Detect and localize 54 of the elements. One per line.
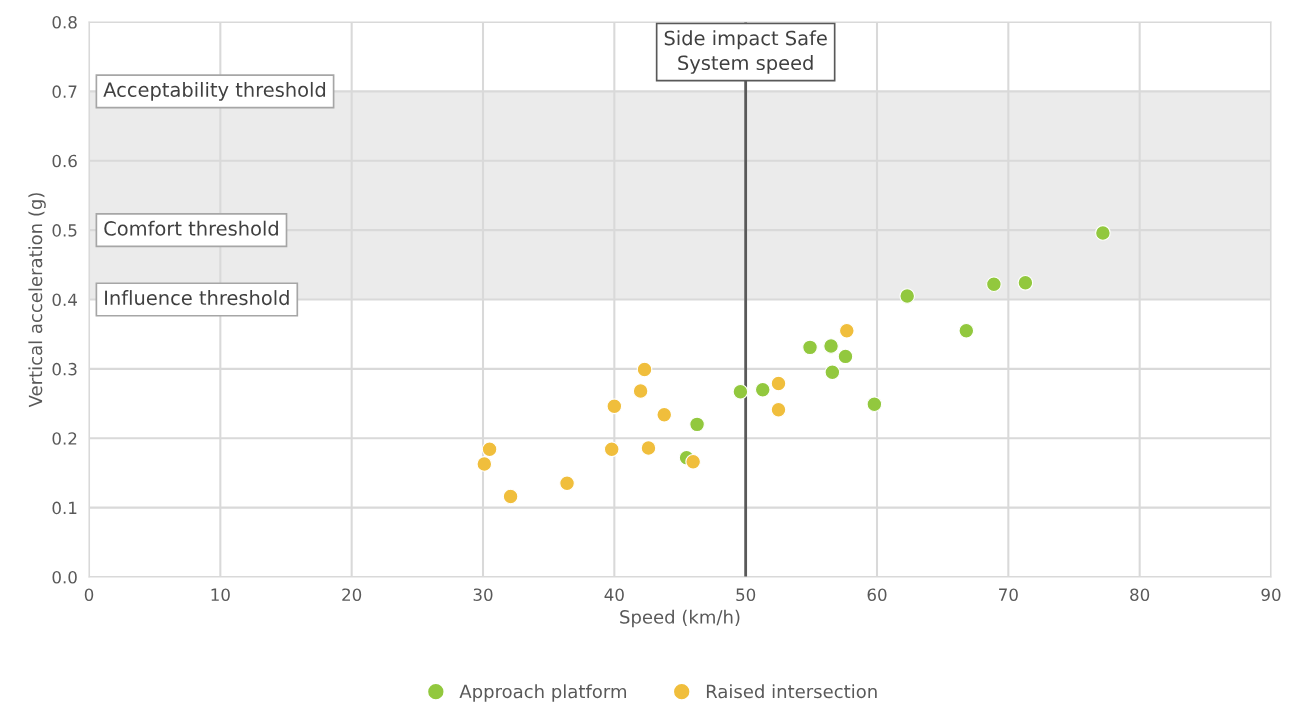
point [559, 475, 575, 492]
annotation: Influence threshold [105, 290, 289, 306]
point [689, 416, 705, 433]
point [632, 383, 649, 399]
point [656, 406, 673, 423]
x-tick-label: 40 [604, 588, 624, 602]
point [986, 276, 1002, 293]
y-tick-label: 0.1 [52, 501, 77, 515]
point [770, 375, 787, 392]
point [823, 338, 839, 354]
point [636, 361, 653, 378]
annotation: Comfort threshold [104, 220, 278, 236]
y-tick-label: 0.5 [52, 224, 77, 237]
x-tick-label: 30 [473, 588, 493, 602]
y-tick-label: 0.8 [52, 15, 77, 29]
x-tick-label: 80 [1130, 588, 1150, 602]
point [502, 488, 519, 505]
point [958, 322, 975, 339]
point [754, 381, 771, 398]
y-tick-label: 0.3 [52, 362, 77, 376]
legend-label: Approach platform [459, 684, 627, 702]
point [770, 401, 787, 418]
point [899, 288, 916, 304]
x-tick-label: 90 [1261, 588, 1281, 602]
y-tick-label: 0.2 [52, 432, 77, 445]
point [732, 383, 749, 400]
annotation: Acceptability threshold [103, 81, 326, 101]
point [866, 396, 883, 413]
x-axis-title: Speed (km/h) [620, 609, 740, 628]
x-tick-label: 50 [736, 588, 756, 602]
point [1017, 275, 1034, 291]
x-tick-label: 10 [211, 588, 230, 602]
point [603, 441, 620, 458]
x-tick-label: 70 [999, 588, 1018, 602]
y-tick-label: 0.7 [52, 85, 77, 98]
y-axis-title: Vertical acceleration (g) [28, 193, 46, 408]
y-tick-label: 0.0 [52, 570, 77, 584]
x-tick-label: 20 [342, 588, 362, 602]
point [1095, 225, 1111, 241]
x-tick-label: 60 [867, 588, 887, 602]
y-tick-label: 0.6 [52, 154, 77, 168]
point [802, 339, 818, 356]
point [606, 398, 623, 415]
point [685, 453, 701, 470]
point [838, 322, 855, 339]
y-tick-label: 0.4 [52, 293, 77, 307]
point [824, 364, 841, 381]
point [481, 441, 498, 458]
legend-label: Raised intersection [706, 684, 877, 699]
point [640, 440, 657, 456]
point [837, 348, 854, 365]
x-tick-label: 0 [84, 588, 94, 602]
point [476, 456, 493, 472]
ref-line-label: Side impact Safe System speed [664, 30, 827, 74]
